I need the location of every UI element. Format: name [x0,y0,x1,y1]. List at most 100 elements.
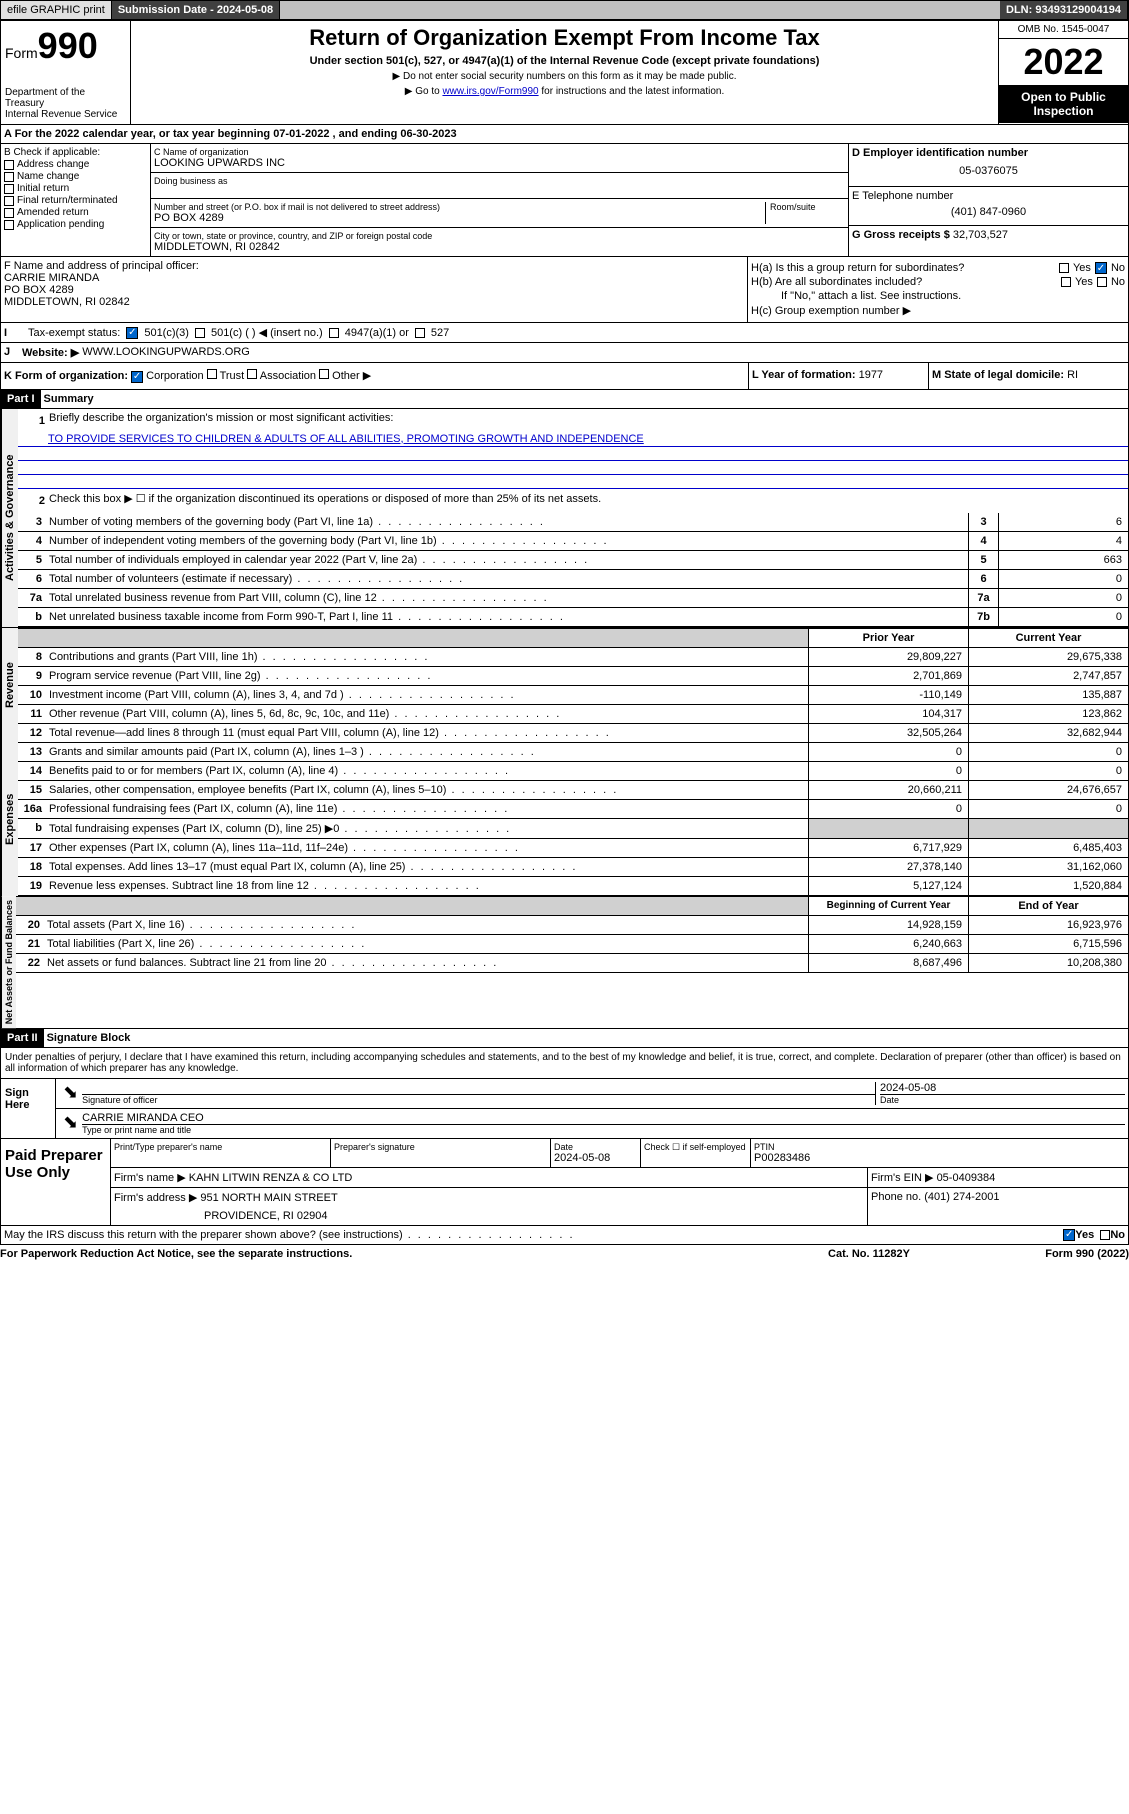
firm-ein: 05-0409384 [937,1172,996,1184]
chk-501c[interactable] [195,328,205,338]
ha-yes[interactable] [1059,263,1069,273]
paid-preparer-label: Paid Preparer Use Only [1,1139,111,1225]
date-label: Date [880,1094,1125,1105]
perjury-declaration: Under penalties of perjury, I declare th… [0,1048,1129,1079]
efile-label[interactable]: efile GRAPHIC print [1,1,112,19]
current-year-val: 135,887 [968,686,1128,704]
chk-527[interactable] [415,328,425,338]
chk-501c3[interactable]: ✓ [126,327,138,339]
dba-label: Doing business as [154,176,845,186]
website-url[interactable]: WWW.LOOKINGUPWARDS.ORG [82,346,250,359]
prior-year-val [808,819,968,838]
mission-label: Briefly describe the organization's miss… [49,412,393,430]
section-b-label: B Check if applicable: [4,147,147,158]
firm-phone-label: Phone no. [871,1191,921,1203]
current-year-val: 16,923,976 [968,916,1128,934]
domicile-label: M State of legal domicile: [932,369,1064,381]
prior-year-val: 5,127,124 [808,877,968,895]
part1-title: Summary [41,390,97,408]
data-line-text: Total assets (Part X, line 16) [44,916,808,934]
dept-treasury: Department of the Treasury [5,87,126,109]
section-b-checkboxes: B Check if applicable: Address change Na… [1,144,151,256]
firm-ein-label: Firm's EIN ▶ [871,1172,934,1184]
discuss-yes[interactable]: ✓ [1063,1229,1075,1241]
current-year-val: 1,520,884 [968,877,1128,895]
current-year-val: 6,715,596 [968,935,1128,953]
gov-line-text: Net unrelated business taxable income fr… [46,608,968,626]
vtab-governance: Activities & Governance [1,409,18,627]
form-footer: Form 990 (2022) [969,1248,1129,1260]
gov-line-val: 6 [998,513,1128,531]
firm-name-label: Firm's name ▶ [114,1172,186,1184]
current-year-hdr: Current Year [968,629,1128,647]
chk-amended-return[interactable] [4,208,14,218]
prior-year-hdr: Prior Year [808,629,968,647]
gross-amount: 32,703,527 [953,229,1008,241]
inspection-badge: Open to Public Inspection [999,85,1128,123]
org-name: LOOKING UPWARDS INC [154,157,845,169]
data-line-text: Grants and similar amounts paid (Part IX… [46,743,808,761]
chk-corporation[interactable]: ✓ [131,371,143,383]
current-year-val: 0 [968,800,1128,818]
prior-year-val: 6,717,929 [808,839,968,857]
data-line-text: Benefits paid to or for members (Part IX… [46,762,808,780]
part2-title: Signature Block [44,1029,134,1047]
tax-exempt-label: Tax-exempt status: [28,327,120,339]
form-org-label: K Form of organization: [4,370,128,382]
gov-line-val: 0 [998,589,1128,607]
ptin-label: PTIN [754,1142,1125,1152]
ha-no[interactable]: ✓ [1095,262,1107,274]
officer-name: CARRIE MIRANDA [4,272,744,284]
form-number: 990 [38,25,98,66]
chk-trust[interactable] [207,369,217,379]
chk-association[interactable] [247,369,257,379]
prior-year-val: 14,928,159 [808,916,968,934]
data-line-text: Contributions and grants (Part VIII, lin… [46,648,808,666]
current-year-val: 0 [968,762,1128,780]
room-label: Room/suite [770,202,845,212]
data-line-text: Program service revenue (Part VIII, line… [46,667,808,685]
gov-line-text: Total number of volunteers (estimate if … [46,570,968,588]
hb-no[interactable] [1097,277,1107,287]
chk-4947[interactable] [329,328,339,338]
data-line-text: Investment income (Part VIII, column (A)… [46,686,808,704]
chk-name-change[interactable] [4,172,14,182]
chk-final-return[interactable] [4,196,14,206]
chk-initial-return[interactable] [4,184,14,194]
form-header: Form990 Department of the Treasury Inter… [0,20,1129,125]
sig-date: 2024-05-08 [880,1082,1125,1094]
firm-name: KAHN LITWIN RENZA & CO LTD [189,1172,353,1184]
domicile-state: RI [1067,369,1078,381]
prep-name-label: Print/Type preparer's name [114,1142,327,1152]
chk-application-pending[interactable] [4,220,14,230]
gov-line-text: Number of independent voting members of … [46,532,968,550]
hb-note: If "No," attach a list. See instructions… [751,290,1125,302]
data-line-text: Total liabilities (Part X, line 26) [44,935,808,953]
officer-addr: PO BOX 4289 [4,284,744,296]
prep-sig-label: Preparer's signature [334,1142,547,1152]
prior-year-val: 104,317 [808,705,968,723]
irs-label: Internal Revenue Service [5,109,126,120]
tax-year: 2022 [999,39,1128,85]
discuss-question: May the IRS discuss this return with the… [4,1229,1063,1241]
hb-yes[interactable] [1061,277,1071,287]
firm-city: PROVIDENCE, RI 02904 [114,1204,864,1222]
ptin-value: P00283486 [754,1152,1125,1164]
form-subtitle: Under section 501(c), 527, or 4947(a)(1)… [135,55,994,67]
prior-year-val: 0 [808,762,968,780]
current-year-val: 31,162,060 [968,858,1128,876]
ein-label: D Employer identification number [852,147,1125,159]
prior-year-val: 29,809,227 [808,648,968,666]
discuss-no[interactable] [1100,1230,1110,1240]
section-a-tax-year: A For the 2022 calendar year, or tax yea… [0,125,1129,144]
data-line-text: Total fundraising expenses (Part IX, col… [46,819,808,838]
prior-year-val: 20,660,211 [808,781,968,799]
current-year-val: 0 [968,743,1128,761]
hb-label: H(b) Are all subordinates included? [751,276,1057,288]
top-bar: efile GRAPHIC print Submission Date - 20… [0,0,1129,20]
part2-header: Part II [1,1029,44,1047]
irs-link[interactable]: www.irs.gov/Form990 [442,86,538,97]
data-line-text: Other revenue (Part VIII, column (A), li… [46,705,808,723]
chk-address-change[interactable] [4,160,14,170]
chk-other[interactable] [319,369,329,379]
